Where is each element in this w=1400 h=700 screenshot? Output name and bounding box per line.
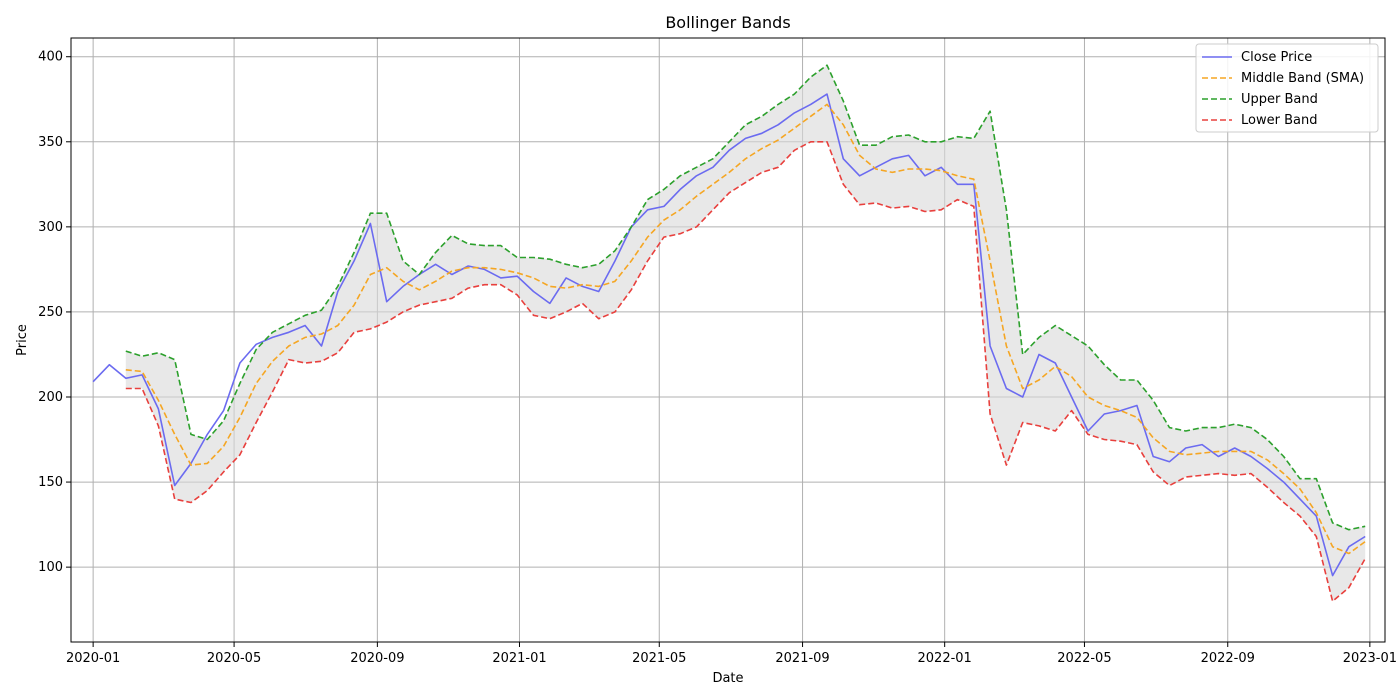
x-tick-label: 2023-01 (1343, 651, 1397, 666)
y-tick-label: 100 (38, 560, 63, 575)
y-tick-label: 400 (38, 50, 63, 65)
x-tick-label: 2022-05 (1057, 651, 1111, 666)
x-tick-label: 2020-09 (350, 651, 404, 666)
series-line-upper-band (125, 64, 1366, 531)
x-tick-label: 2021-01 (492, 651, 546, 666)
legend-label: Close Price (1241, 50, 1312, 65)
x-tick-label: 2021-05 (632, 651, 686, 666)
legend-label: Upper Band (1241, 92, 1318, 107)
x-axis: 2020-01 2020-05 2020-09 2021-01 2021-05 2021-… (66, 642, 1397, 666)
y-tick-label: 350 (38, 135, 63, 150)
legend: Close Price Middle Band (SMA) Upper Band Lo… (1195, 43, 1379, 133)
x-tick-label: 2022-09 (1201, 651, 1255, 666)
legend-box (1195, 43, 1379, 133)
x-tick-label: 2021-09 (775, 651, 829, 666)
plot-frame (70, 37, 1386, 643)
legend-label: Middle Band (SMA) (1241, 71, 1364, 86)
y-tick-label: 150 (38, 475, 63, 490)
y-tick-label: 200 (38, 390, 63, 405)
x-tick-label: 2020-01 (66, 651, 120, 666)
y-axis-title: Price (15, 324, 30, 356)
x-axis-title: Date (712, 671, 743, 686)
y-tick-label: 300 (38, 220, 63, 235)
series-line-close-price (92, 93, 1366, 577)
y-axis: 100 150 200 250 300 350 400 (38, 50, 71, 575)
series-lines (92, 64, 1366, 603)
y-tick-label: 250 (38, 305, 63, 320)
band-fill (125, 65, 1366, 602)
series-line-lower-band (125, 141, 1366, 603)
x-tick-label: 2020-05 (207, 651, 261, 666)
band-fill-area (125, 65, 1366, 602)
chart-title: Bollinger Bands (665, 13, 790, 32)
legend-label: Lower Band (1241, 113, 1317, 128)
x-tick-label: 2022-01 (918, 651, 972, 666)
series-line-middle-band-sma (125, 103, 1366, 555)
